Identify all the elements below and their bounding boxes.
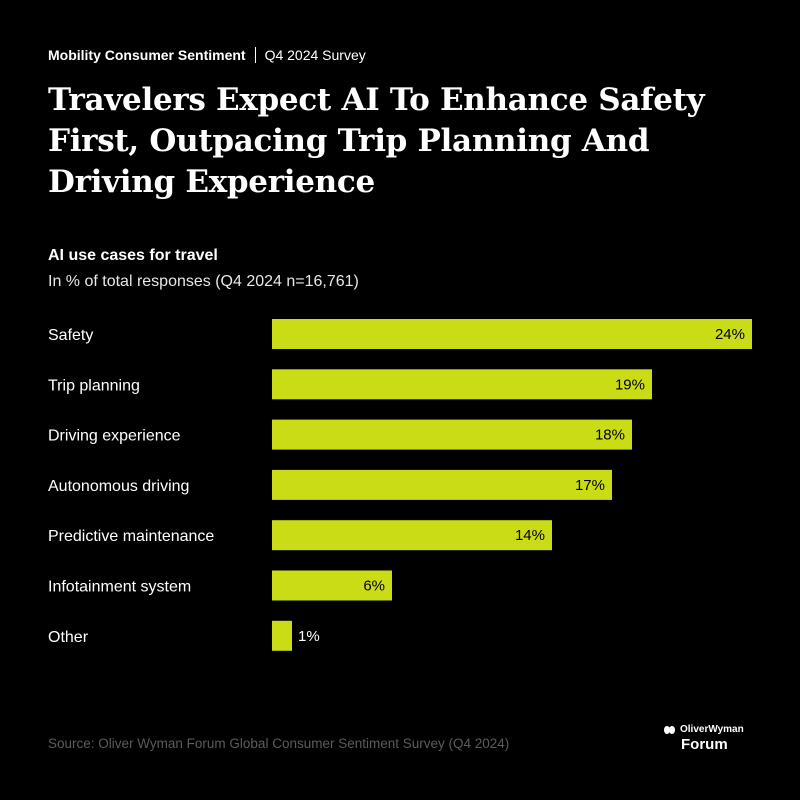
bar [272, 419, 632, 450]
logo-mark-icon [664, 726, 676, 734]
category-label: Infotainment system [48, 579, 191, 596]
edition-label: Q4 2024 Survey [264, 47, 366, 63]
category-label: Autonomous driving [48, 478, 189, 495]
bar [272, 369, 652, 400]
category-label: Safety [48, 327, 93, 344]
value-label: 19% [615, 376, 645, 393]
bar [272, 469, 612, 500]
bar [272, 520, 552, 551]
source-note: Source: Oliver Wyman Forum Global Consum… [48, 736, 510, 751]
bar [272, 570, 392, 601]
bar-chart: Safety 24% Trip planning 19% Driving experie… [48, 319, 752, 651]
category-label: Predictive maintenance [48, 528, 214, 545]
category-label: Driving experience [48, 428, 181, 445]
eyebrow-divider [254, 47, 256, 63]
category-label: Trip planning [48, 377, 140, 394]
value-label: 18% [595, 427, 625, 444]
series-name: Mobility Consumer Sentiment [48, 47, 246, 63]
page-title: Travelers Expect AI To Enhance Safety Fi… [48, 82, 705, 200]
chart-title: AI use cases for travel [48, 247, 218, 264]
eyebrow: Mobility Consumer Sentiment Q4 2024 Surv… [48, 46, 366, 64]
logo-line2: Forum [681, 736, 728, 753]
chart-subtitle: In % of total responses (Q4 2024 n=16,76… [48, 273, 359, 290]
oliver-wyman-forum-logo: OliverWyman Forum [664, 724, 764, 756]
value-label: 17% [575, 477, 605, 494]
value-label: 1% [298, 628, 320, 645]
category-label: Other [48, 629, 89, 646]
value-label: 14% [515, 527, 545, 544]
bar [272, 620, 292, 651]
bar [272, 319, 752, 349]
value-label: 6% [363, 578, 385, 595]
logo-line1: OliverWyman [680, 724, 744, 735]
value-label: 24% [715, 326, 745, 343]
